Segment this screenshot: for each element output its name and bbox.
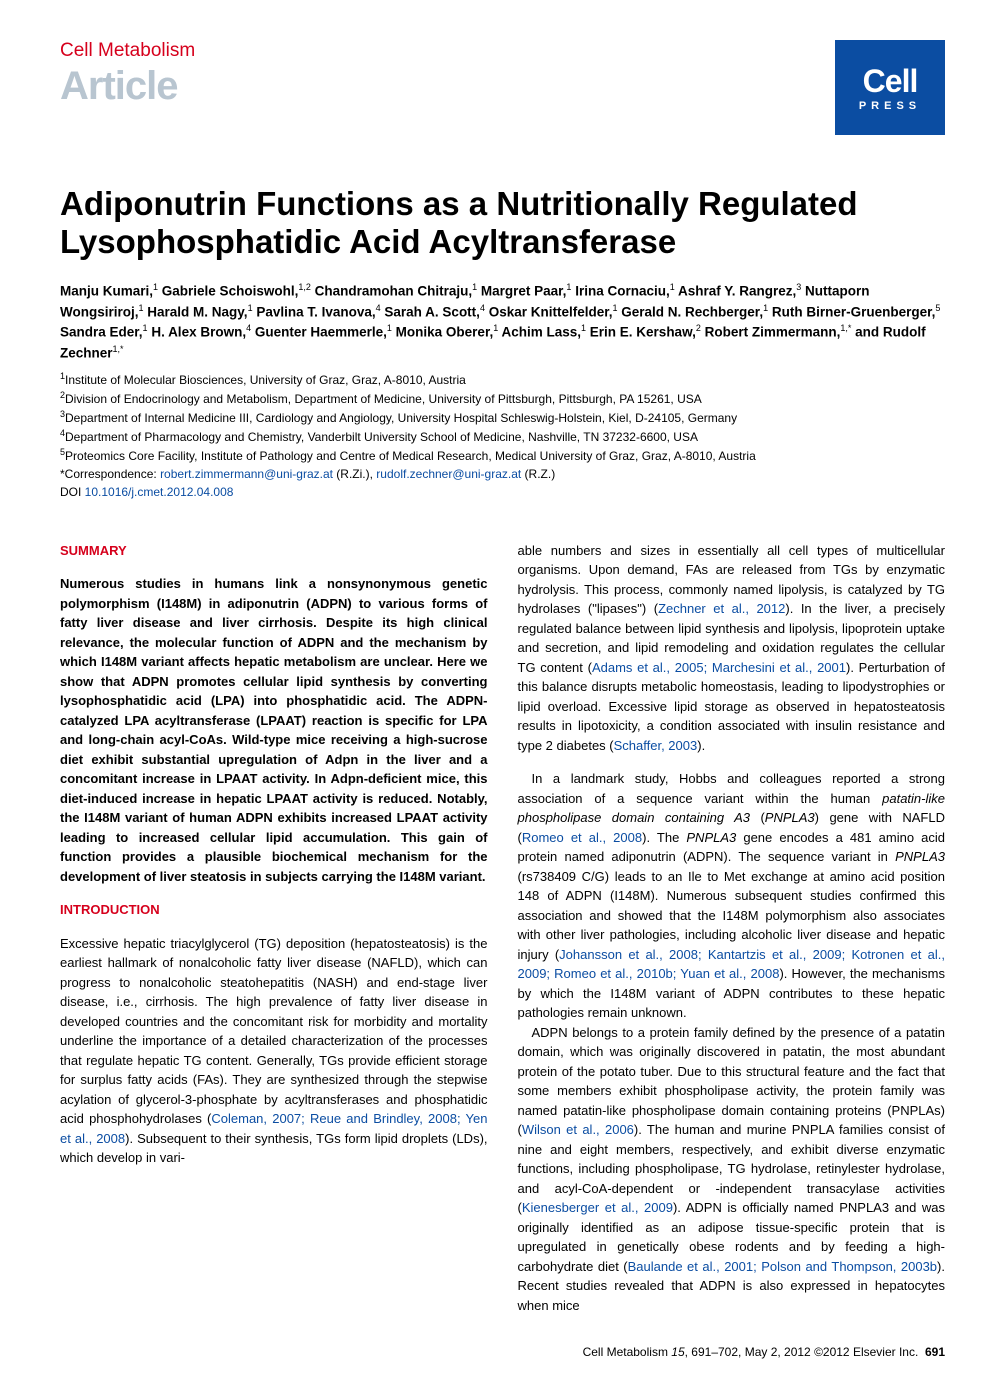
page-number: 691 [925,1345,945,1359]
affiliation-2: 2Division of Endocrinology and Metabolis… [60,389,945,408]
page-header: Cell Metabolism Article Cell PRESS [60,40,945,135]
doi-link[interactable]: 10.1016/j.cmet.2012.04.008 [85,485,234,499]
page-footer: Cell Metabolism 15, 691–702, May 2, 2012… [60,1345,945,1359]
affiliation-1: 1Institute of Molecular Biosciences, Uni… [60,370,945,389]
logo-sub-text: PRESS [859,100,921,112]
summary-paragraph: Numerous studies in humans link a nonsyn… [60,574,488,886]
journal-name: Cell Metabolism [60,40,195,62]
citation-link[interactable]: Baulande et al., 2001; Polson and Thomps… [628,1259,937,1274]
citation-link[interactable]: Romeo et al., 2008 [522,830,642,845]
left-column: SUMMARY Numerous studies in humans link … [60,541,488,1316]
doi-line: DOI 10.1016/j.cmet.2012.04.008 [60,483,945,501]
affiliation-3: 3Department of Internal Medicine III, Ca… [60,408,945,427]
citation-link[interactable]: Zechner et al., 2012 [658,601,785,616]
cell-press-logo: Cell PRESS [835,40,945,135]
affiliations-block: 1Institute of Molecular Biosciences, Uni… [60,370,945,501]
introduction-heading: INTRODUCTION [60,900,488,920]
intro-paragraph-1: Excessive hepatic triacylglycerol (TG) d… [60,934,488,1168]
affiliation-5: 5Proteomics Core Facility, Institute of … [60,446,945,465]
body-columns: SUMMARY Numerous studies in humans link … [60,541,945,1316]
corr-email-2[interactable]: rudolf.zechner@uni-graz.at [376,467,521,481]
citation-link[interactable]: Kienesberger et al., 2009 [522,1200,673,1215]
article-type-label: Article [60,64,195,109]
logo-main-text: Cell [863,63,918,100]
intro-paragraph-2: In a landmark study, Hobbs and colleague… [518,769,946,1023]
intro-paragraph-3: ADPN belongs to a protein family defined… [518,1023,946,1316]
correspondence-line: *Correspondence: robert.zimmermann@uni-g… [60,465,945,483]
citation-link[interactable]: Schaffer, 2003 [614,738,698,753]
journal-block: Cell Metabolism Article [60,40,195,109]
right-column: able numbers and sizes in essentially al… [518,541,946,1316]
corr-email-1[interactable]: robert.zimmermann@uni-graz.at [160,467,333,481]
citation-link[interactable]: Adams et al., 2005; Marchesini et al., 2… [592,660,846,675]
citation-link[interactable]: Wilson et al., 2006 [522,1122,634,1137]
article-title: Adiponutrin Functions as a Nutritionally… [60,185,945,261]
affiliation-4: 4Department of Pharmacology and Chemistr… [60,427,945,446]
author-list: Manju Kumari,1 Gabriele Schoiswohl,1,2 C… [60,281,945,364]
intro-paragraph-1-cont: able numbers and sizes in essentially al… [518,541,946,756]
summary-heading: SUMMARY [60,541,488,561]
